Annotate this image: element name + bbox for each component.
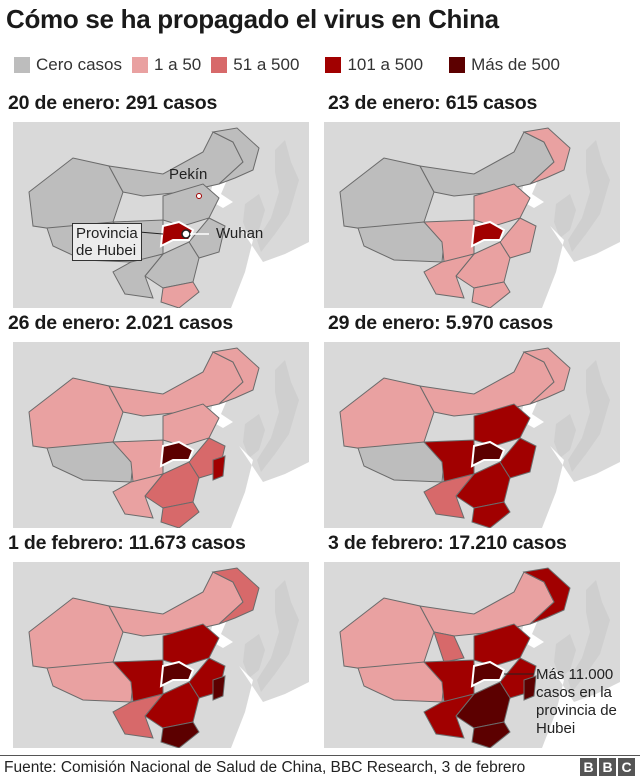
legend-swatch bbox=[449, 57, 466, 73]
legend-swatch bbox=[14, 57, 30, 73]
china-map bbox=[13, 562, 309, 748]
panel-title: 1 de febrero: 11.673 casos bbox=[8, 532, 246, 554]
map-panel-feb3: 3 de febrero: 17.210 casos Más bbox=[320, 532, 630, 748]
region-hubei bbox=[159, 220, 195, 248]
beijing-label: Pekín bbox=[169, 166, 208, 183]
china-map bbox=[324, 122, 620, 308]
bbc-logo: B B C bbox=[578, 758, 635, 776]
annotation-line: Más 11.000 bbox=[536, 666, 614, 683]
wuhan-label: Wuhan bbox=[216, 225, 264, 242]
legend-item-1-50: 1 a 50 bbox=[131, 55, 202, 75]
legend-label: 1 a 50 bbox=[153, 55, 202, 74]
legend-item-101-500: 101 a 500 bbox=[325, 55, 423, 75]
region-east bbox=[188, 217, 226, 259]
map-panel-jan29: 29 de enero: 5.970 casos bbox=[320, 312, 630, 528]
legend-item-zero: Cero casos bbox=[14, 55, 122, 75]
region-northwest bbox=[28, 157, 124, 233]
map-panel-jan20: 20 de enero: 291 casos Pekín Wu bbox=[0, 92, 310, 308]
legend-item-over-500: Más de 500 bbox=[449, 55, 560, 75]
hubei-province-label: Provincia de Hubei bbox=[72, 223, 142, 261]
legend-label: Más de 500 bbox=[471, 55, 560, 74]
logo-letter: B bbox=[580, 758, 597, 776]
panel-title: 26 de enero: 2.021 casos bbox=[8, 312, 234, 334]
china-map: Pekín Wuhan Provincia de Hubei bbox=[13, 122, 309, 308]
region-southwest bbox=[112, 253, 165, 299]
hubei-label-line: de Hubei bbox=[76, 242, 137, 259]
china-map bbox=[13, 342, 309, 528]
hubei-cases-annotation: Más 11.000 casos en la provincia de Hube… bbox=[536, 666, 617, 738]
panel-title: 20 de enero: 291 casos bbox=[8, 92, 218, 114]
china-map: Más 11.000 casos en la provincia de Hube… bbox=[324, 562, 620, 748]
map-panel-jan26: 26 de enero: 2.021 casos bbox=[0, 312, 310, 528]
logo-letter: B bbox=[599, 758, 616, 776]
annotation-line: Hubei bbox=[536, 720, 576, 737]
map-panel-feb1: 1 de febrero: 11.673 casos bbox=[0, 532, 310, 748]
map-panel-jan23: 23 de enero: 615 casos bbox=[320, 92, 630, 308]
panel-title: 23 de enero: 615 casos bbox=[328, 92, 538, 114]
region-northeast bbox=[211, 127, 260, 185]
legend-item-51-500: 51 a 500 bbox=[211, 55, 299, 75]
legend-label: 51 a 500 bbox=[233, 55, 300, 74]
legend-label: 101 a 500 bbox=[347, 55, 424, 74]
legend-swatch bbox=[131, 57, 148, 73]
annotation-line: casos en la bbox=[536, 684, 612, 701]
logo-letter: C bbox=[618, 758, 635, 776]
chart-title: Cómo se ha propagado el virus en China bbox=[6, 4, 499, 34]
hubei-label-line: Provincia bbox=[76, 225, 138, 242]
panel-title: 3 de febrero: 17.210 casos bbox=[328, 532, 567, 554]
panel-title: 29 de enero: 5.970 casos bbox=[328, 312, 554, 334]
legend: Cero casos 1 a 50 51 a 500 101 a 500 Más… bbox=[14, 55, 570, 75]
china-map bbox=[324, 342, 620, 528]
footer-divider bbox=[0, 755, 640, 756]
annotation-line: provincia de bbox=[536, 702, 617, 719]
region-guangdong bbox=[160, 281, 200, 308]
legend-swatch bbox=[211, 57, 228, 73]
source-text: Fuente: Comisión Nacional de Salud de Ch… bbox=[4, 759, 526, 776]
legend-label: Cero casos bbox=[36, 55, 122, 74]
legend-swatch bbox=[325, 57, 342, 73]
